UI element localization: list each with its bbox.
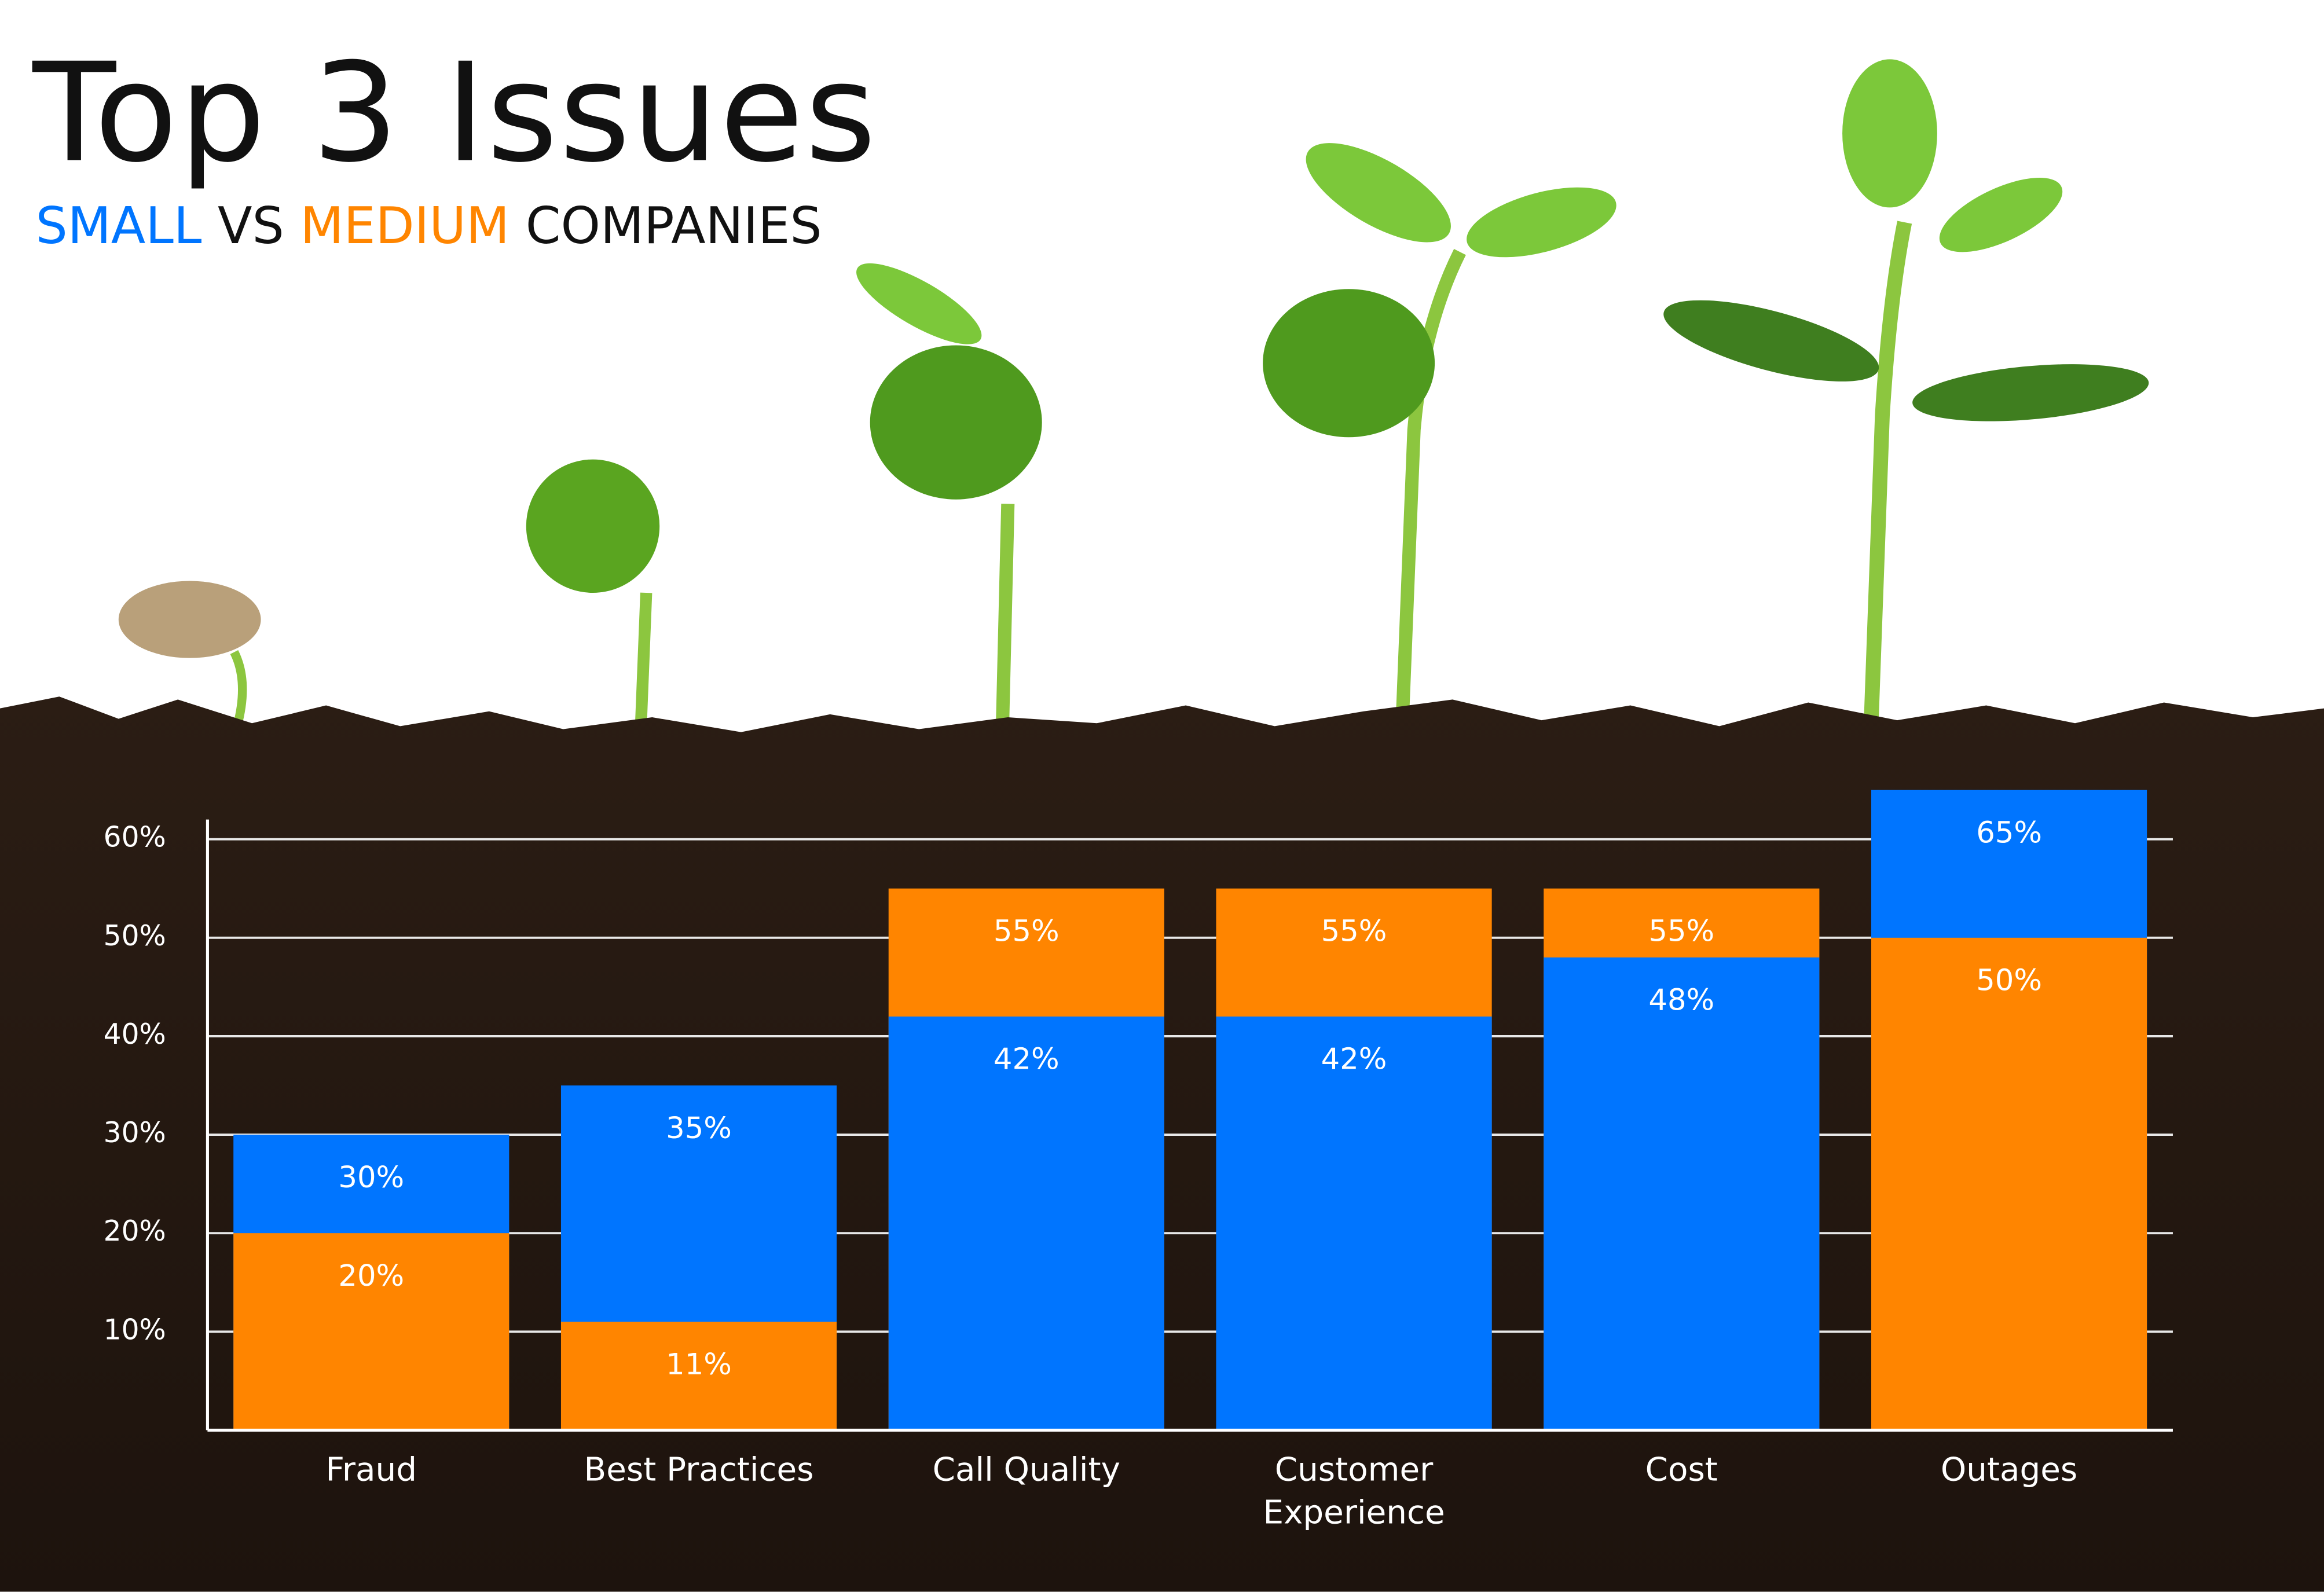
bar xyxy=(1216,1016,1492,1430)
x-tick-label: Fraud xyxy=(325,1452,417,1490)
value-label: 55% xyxy=(994,914,1060,949)
y-tick-label: 10% xyxy=(104,1314,166,1346)
subtitle-medium: MEDIUM xyxy=(300,197,510,256)
x-tick-label: Cost xyxy=(1645,1452,1718,1490)
subtitle-small: SMALL xyxy=(35,197,202,256)
value-label: 35% xyxy=(666,1111,732,1146)
y-tick-label: 30% xyxy=(104,1117,166,1149)
x-tick-label: Best Practices xyxy=(584,1452,814,1490)
value-label: 30% xyxy=(338,1160,404,1195)
value-label: 65% xyxy=(1976,815,2042,850)
subtitle-suffix: COMPANIES xyxy=(525,197,822,256)
bar xyxy=(888,1016,1164,1430)
chart-title: Top 3 Issues xyxy=(32,34,878,193)
x-tick-label: Outages xyxy=(1940,1452,2078,1490)
x-tick-label: Customer Experience xyxy=(1263,1452,1445,1533)
bar xyxy=(1871,937,2147,1430)
bar xyxy=(560,1322,837,1430)
y-tick-label: 50% xyxy=(104,920,166,952)
value-label: 50% xyxy=(1976,963,2042,998)
value-label: 11% xyxy=(666,1347,732,1382)
y-tick-label: 60% xyxy=(104,821,166,854)
value-label: 55% xyxy=(1321,914,1387,949)
subtitle-joiner: VS xyxy=(218,197,284,256)
bar xyxy=(1544,957,1820,1430)
bar xyxy=(233,1233,509,1430)
value-label: 48% xyxy=(1648,983,1714,1018)
y-tick-label: 40% xyxy=(104,1018,166,1051)
sprouts xyxy=(118,59,2149,749)
value-label: 42% xyxy=(1321,1042,1387,1077)
value-label: 55% xyxy=(1648,914,1714,949)
value-label: 42% xyxy=(994,1042,1060,1077)
chart-subtitle: SMALL VS MEDIUM COMPANIES xyxy=(35,196,822,258)
x-tick-label: Call Quality xyxy=(932,1452,1120,1490)
value-label: 20% xyxy=(338,1259,404,1293)
y-tick-label: 20% xyxy=(104,1215,166,1248)
